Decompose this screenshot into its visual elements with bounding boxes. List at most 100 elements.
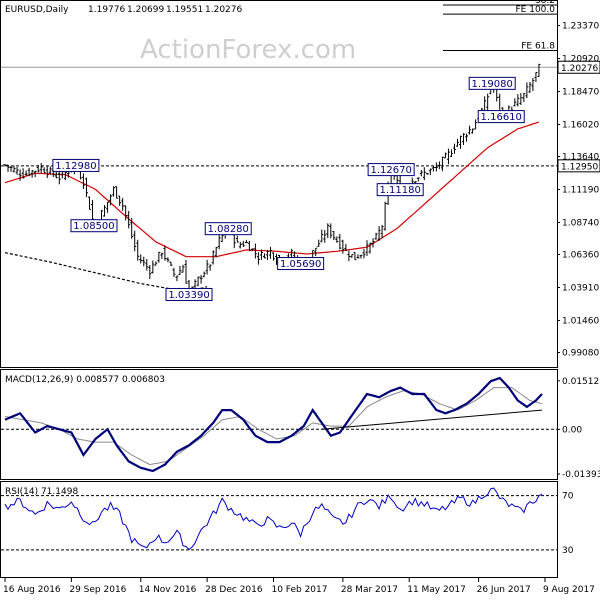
ohlc-bar [443,152,447,159]
ohlc-bar [422,167,426,181]
ohlc-bar [250,248,254,251]
ohlc-bar [9,165,13,172]
annotation-label: 1.03390 [168,290,209,301]
ohlc-bar [471,128,475,134]
ohlc-bar [3,164,7,167]
ohlc-bar [525,82,529,99]
ohlc-bar [36,164,40,173]
ohlc-bar [178,265,182,275]
header-high: 1.20699 [127,5,164,15]
ohlc-bar [184,259,188,284]
price-annotation: 1.03390 [165,287,213,301]
ohlc-bar [462,133,466,145]
ohlc-bar [317,239,321,247]
ohlc-bar [425,172,429,175]
ohlc-bar [217,235,221,250]
ohlc-bar [516,94,520,107]
ohlc-bar [87,196,91,210]
ohlc-bar [341,239,345,254]
price-axis-label: 1.16020 [562,121,599,131]
ohlc-bar [534,71,538,82]
annotation-label: 1.12980 [55,161,96,172]
ohlc-bar [377,226,381,242]
ohlc-bar [537,63,541,78]
price-axis-label: 1.08740 [562,218,599,228]
ohlc-bar [172,267,176,277]
header-symbol: EURUSD,Daily [5,5,69,15]
ohlc-bar [365,240,369,256]
ohlc-bar [528,81,532,93]
ohlc-bar [166,257,170,263]
price-annotation: 1.05690 [277,257,325,271]
price-annotation: 1.08500 [70,219,118,233]
ohlc-bar [42,167,46,173]
ohlc-bar [344,243,348,251]
ohlc-bar [154,261,158,266]
date-axis-label: 14 Nov 2016 [139,585,197,595]
ohlc-bar [452,143,456,154]
ohlc-bar [262,253,266,259]
ohlc-bar [21,168,25,179]
ohlc-bar [54,171,58,179]
ohlc-bar [205,259,209,275]
ohlc-bar [208,264,212,271]
price-annotation: 1.11180 [376,183,424,197]
macd-pane-frame [0,369,558,480]
ohlc-bar [133,230,137,252]
ohlc-bar [428,168,432,176]
rsi-line [4,487,543,551]
annotation-label: 1.08280 [208,224,249,235]
ohlc-bar [115,186,119,199]
ohlc-bar [139,254,143,264]
ohlc-bar [6,164,10,172]
date-axis-label: 10 Feb 2017 [271,585,327,595]
ohlc-bar [314,247,318,257]
annotation-label: 1.19080 [472,79,513,90]
ohlc-bar [118,195,122,206]
fib-level-label: FE 61.8 [521,42,555,52]
ohlc-bar [202,271,206,278]
ohlc-bar [335,236,339,243]
ohlc-bar [247,240,251,252]
rsi-axis-label: 70 [562,492,574,502]
ohlc-bar [30,170,34,178]
annotation-box [165,287,213,301]
ohlc-bar [169,261,173,267]
header-close: 1.20276 [205,5,242,15]
ohlc-bar [359,254,363,259]
current-price-tag-box [557,60,600,74]
ohlc-bar [329,223,333,239]
fib-level-label: 38.2 [535,0,555,6]
price-axis-label: 1.23370 [562,22,599,32]
ohlc-bar [39,162,43,174]
ohlc-bar [181,264,185,273]
watermark: ActionForex.com [140,35,356,65]
ohlc-bar [449,149,453,158]
ohlc-bar [465,133,469,142]
macd-line [4,376,543,473]
ohlc-bar [419,169,423,177]
ohlc-bar [160,252,164,259]
ohlc-bar [347,250,351,262]
ohlc-bar [109,194,113,206]
date-axis-label: 28 Dec 2016 [205,585,263,595]
ohlc-bar [271,252,275,261]
annotation-box [367,163,415,177]
ohlc-bar [380,224,384,239]
ohlc-bar [459,135,463,149]
ohlc-bar [121,198,125,211]
annotation-label: 1.16610 [481,112,522,123]
macd-axis-label: 0.00 [562,425,582,435]
annotation-label: 1.11180 [380,185,421,196]
ohlc-bar [136,239,140,261]
ohlc-bar [374,232,378,240]
price-annotation: 1.19080 [468,76,516,90]
date-axis-label: 9 Aug 2017 [543,585,595,595]
ohlc-bar [163,245,167,261]
annotation-box [376,183,424,197]
ohlc-bar [522,93,526,103]
ohlc-bar [253,243,257,259]
ohlc-bar [431,165,435,172]
fib-level-label: FE 100.0 [516,5,556,15]
